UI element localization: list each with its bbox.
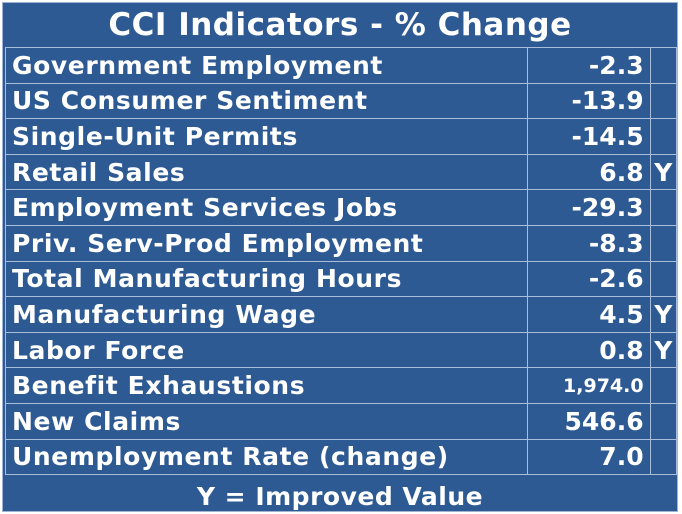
table-title: CCI Indicators - % Change <box>108 7 572 43</box>
table-row: Employment Services Jobs -29.3 <box>4 189 678 226</box>
indicator-label: Government Employment <box>4 47 529 84</box>
indicator-value: 7.0 <box>527 438 651 476</box>
indicator-value: 546.6 <box>527 402 651 440</box>
footnote: Y = Improved Value <box>196 482 484 511</box>
improved-flag <box>649 189 678 226</box>
indicator-value: 0.8 <box>527 331 651 369</box>
indicator-value: -8.3 <box>527 224 651 262</box>
table-row: Retail Sales 6.8 Y <box>4 153 678 191</box>
indicator-label: Benefit Exhaustions <box>4 367 529 404</box>
improved-flag <box>649 367 678 404</box>
table-row: Unemployment Rate (change) 7.0 <box>4 438 678 476</box>
improved-flag: Y <box>649 296 678 333</box>
improved-flag <box>649 224 678 262</box>
improved-flag <box>649 438 678 476</box>
improved-flag <box>649 118 678 155</box>
indicator-label: Unemployment Rate (change) <box>4 438 529 476</box>
table-row: Government Employment -2.3 <box>4 47 678 84</box>
improved-flag: Y <box>649 331 678 369</box>
table-row: New Claims 546.6 <box>4 402 678 440</box>
indicator-value: -14.5 <box>527 118 651 155</box>
table-row: Labor Force 0.8 Y <box>4 331 678 369</box>
indicator-value: -2.3 <box>527 47 651 84</box>
improved-flag <box>649 82 678 120</box>
table-row: Priv. Serv-Prod Employment -8.3 <box>4 224 678 262</box>
indicator-label: Retail Sales <box>4 153 529 191</box>
indicator-label: US Consumer Sentiment <box>4 82 529 120</box>
indicator-value: -29.3 <box>527 189 651 226</box>
indicator-value: -13.9 <box>527 82 651 120</box>
indicator-value: 1,974.0 <box>527 367 651 404</box>
indicator-label: Manufacturing Wage <box>4 296 529 333</box>
indicator-label: Labor Force <box>4 331 529 369</box>
indicators-table: Government Employment -2.3 US Consumer Sen… <box>4 47 678 476</box>
improved-flag <box>649 260 678 298</box>
indicators-table-body: Government Employment -2.3 US Consumer Sen… <box>4 47 678 476</box>
improved-flag <box>649 47 678 84</box>
indicator-label: Single-Unit Permits <box>4 118 529 155</box>
table-row: Total Manufacturing Hours -2.6 <box>4 260 678 298</box>
table-row: Manufacturing Wage 4.5 Y <box>4 296 678 333</box>
indicator-value: 6.8 <box>527 153 651 191</box>
indicator-label: New Claims <box>4 402 529 440</box>
indicator-label: Total Manufacturing Hours <box>4 260 529 298</box>
table-row: Benefit Exhaustions 1,974.0 <box>4 367 678 404</box>
table-row: Single-Unit Permits -14.5 <box>4 118 678 155</box>
indicator-value: -2.6 <box>527 260 651 298</box>
improved-flag <box>649 402 678 440</box>
improved-flag: Y <box>649 153 678 191</box>
table-row: US Consumer Sentiment -13.9 <box>4 82 678 120</box>
indicator-value: 4.5 <box>527 296 651 333</box>
indicator-label: Priv. Serv-Prod Employment <box>4 224 529 262</box>
indicator-label: Employment Services Jobs <box>4 189 529 226</box>
